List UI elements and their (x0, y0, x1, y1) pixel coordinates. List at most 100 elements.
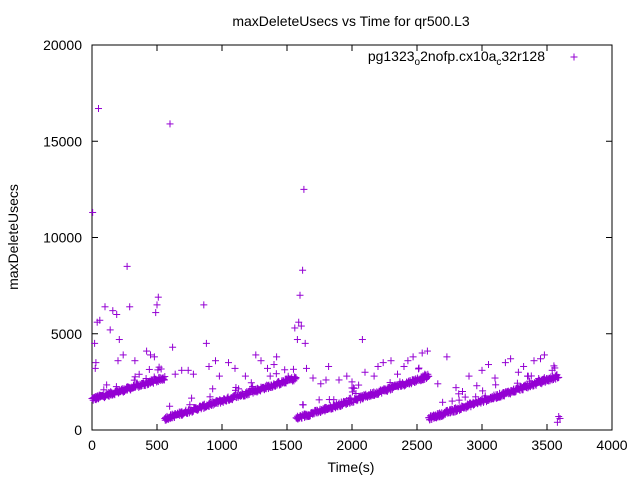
data-point (415, 364, 423, 372)
data-point (448, 397, 456, 405)
data-point-outlier (309, 374, 317, 382)
data-point (131, 373, 139, 381)
data-point-outlier (296, 291, 304, 299)
data-point-outlier (423, 347, 431, 355)
data-point-outlier (379, 359, 387, 367)
data-point-outlier (109, 307, 117, 315)
data-point (166, 402, 174, 410)
data-points (88, 105, 564, 426)
data-point-outlier (301, 339, 309, 347)
data-point-outlier (96, 316, 104, 324)
data-point (348, 388, 356, 396)
data-point-outlier (241, 372, 249, 380)
data-point-outlier (101, 303, 109, 311)
data-point (272, 370, 280, 378)
data-point-outlier (524, 372, 531, 380)
data-point-outlier (556, 414, 564, 422)
data-point-outlier (126, 303, 134, 311)
data-point-outlier (150, 353, 158, 361)
data-point (209, 385, 217, 393)
data-point (299, 401, 307, 409)
data-point-outlier (548, 366, 556, 374)
data-point-outlier (553, 418, 561, 426)
data-point-outlier (202, 339, 210, 347)
legend-plus-icon (570, 53, 578, 61)
data-point-outlier (514, 368, 522, 376)
data-point-outlier (171, 370, 179, 378)
data-point-outlier (270, 361, 278, 369)
data-point-outlier (478, 366, 486, 374)
y-tick-label: 20000 (43, 37, 82, 53)
data-point (439, 398, 447, 406)
data-point-outlier (119, 351, 127, 359)
data-point-outlier (394, 370, 401, 378)
data-point-outlier (91, 339, 99, 347)
data-point-outlier (91, 364, 99, 372)
data-point-outlier (297, 322, 305, 330)
data-point-outlier (113, 311, 121, 318)
data-point-outlier (257, 357, 265, 365)
data-point (461, 393, 469, 401)
data-point-outlier (154, 293, 162, 301)
data-point (330, 396, 338, 404)
data-point (186, 401, 194, 409)
data-point (161, 373, 169, 381)
data-point-outlier (225, 359, 232, 367)
x-axis-title: Time(s) (328, 459, 375, 475)
data-point-outlier (115, 336, 123, 344)
data-point (350, 384, 358, 392)
data-point (455, 390, 463, 398)
data-point-outlier (212, 357, 219, 365)
data-point-outlier (231, 364, 239, 372)
data-point-outlier (92, 359, 100, 367)
data-point-outlier (178, 366, 186, 374)
data-point-outlier (520, 362, 528, 370)
data-point (425, 372, 433, 380)
data-point-outlier (501, 359, 509, 367)
data-point-outlier (530, 357, 538, 365)
data-point (135, 370, 143, 378)
data-point-outlier (95, 105, 102, 113)
data-point-outlier (491, 374, 499, 382)
data-point-outlier (147, 351, 154, 359)
data-point-outlier (317, 380, 325, 388)
data-point-outlier (106, 326, 114, 334)
x-tick-label: 3000 (466, 437, 497, 453)
data-point (355, 381, 363, 389)
data-point (315, 396, 323, 404)
data-point-outlier (291, 324, 299, 332)
data-point-outlier (404, 357, 412, 365)
data-point-outlier (293, 336, 301, 344)
data-point (157, 365, 165, 373)
data-point-outlier (169, 343, 177, 351)
data-point-outlier (303, 364, 310, 372)
data-point-outlier (459, 388, 466, 395)
data-point-outlier (143, 347, 151, 355)
data-point-outlier (189, 370, 197, 378)
data-point-outlier (507, 355, 515, 363)
data-point-outlier (418, 349, 426, 357)
x-tick-label: 3500 (531, 437, 562, 453)
data-point-outlier (215, 372, 223, 380)
y-tick-label: 0 (74, 422, 82, 438)
data-point (555, 373, 563, 381)
data-point (103, 381, 111, 389)
data-point-outlier (370, 372, 378, 380)
data-point (289, 365, 297, 373)
data-point-outlier (123, 262, 131, 270)
data-point-outlier (555, 413, 563, 421)
data-point-outlier (131, 357, 139, 365)
data-point-outlier (295, 318, 303, 326)
data-point-outlier (409, 353, 417, 361)
data-point (266, 372, 274, 380)
data-point (206, 393, 214, 401)
data-point-outlier (252, 351, 260, 359)
data-point (188, 394, 196, 402)
legend-marker (570, 53, 578, 61)
data-point-outlier (400, 362, 408, 370)
plot-frame (91, 44, 613, 431)
x-tick-label: 2000 (336, 437, 367, 453)
data-point-outlier (184, 366, 192, 374)
legend: pg1323o2nofp.cx10ac32r128 (368, 48, 578, 68)
